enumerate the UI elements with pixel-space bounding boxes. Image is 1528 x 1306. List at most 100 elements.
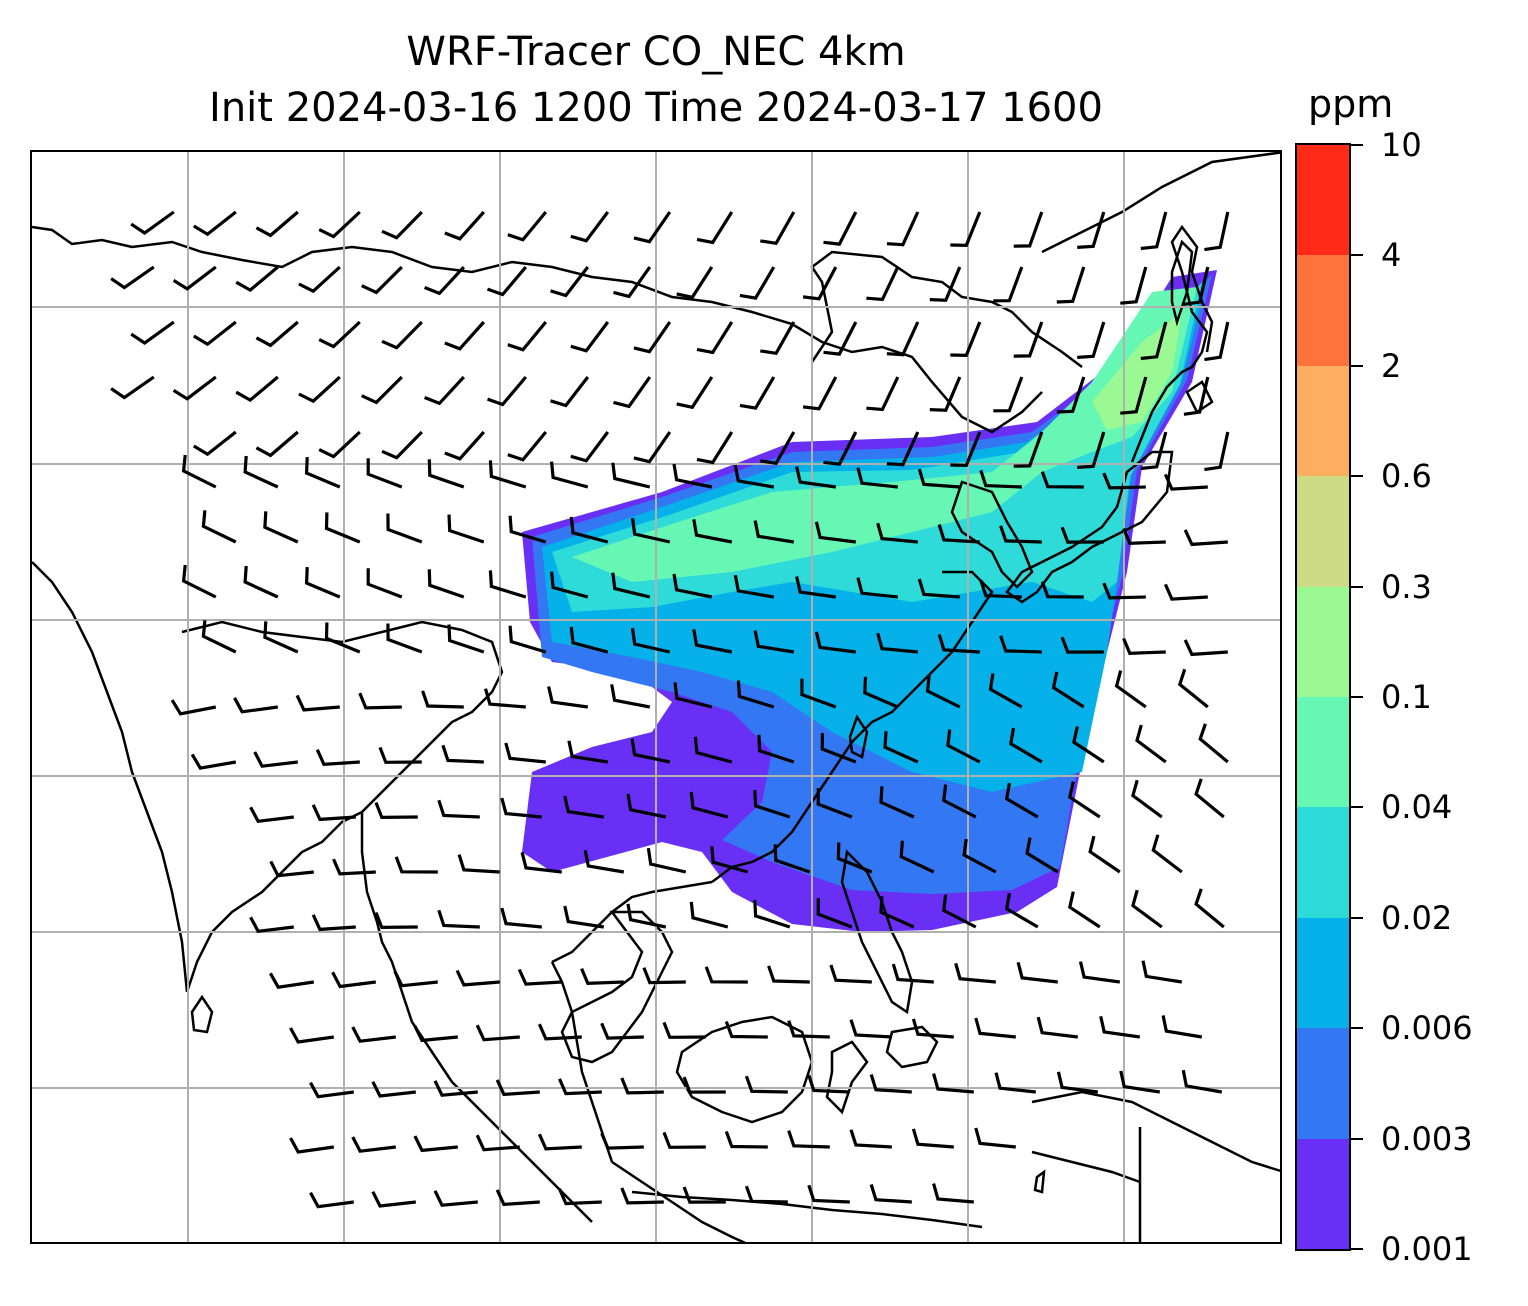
wind-barb (1161, 1015, 1203, 1039)
wind-barb (570, 211, 610, 243)
wind-barb (620, 1077, 664, 1095)
wind-barb (331, 971, 377, 989)
colorbar-band (1297, 1138, 1349, 1249)
wind-barb (424, 265, 465, 296)
wind-barb (1120, 376, 1148, 415)
wind-barb (611, 462, 651, 489)
colorbar-band (1297, 475, 1349, 587)
wind-barb (433, 1190, 478, 1207)
wind-barb (1194, 778, 1225, 819)
wind-barb (942, 784, 977, 819)
wind-barb (724, 1130, 768, 1149)
wind-barb (993, 376, 1024, 413)
wind-barbs (110, 210, 1230, 1209)
wind-barb (550, 376, 590, 408)
wind-barb (767, 965, 810, 984)
wind-barb (942, 894, 977, 929)
wind-barb (371, 1080, 416, 1098)
wind-barb (950, 431, 982, 468)
india-east-coast (185, 810, 363, 993)
colorbar-tick-mark (1351, 475, 1363, 478)
wind-barb (736, 680, 775, 709)
wind-barb (486, 375, 528, 407)
borneo (675, 1015, 814, 1124)
indochina-coast (451, 1081, 593, 1223)
wind-barb (802, 266, 838, 301)
wind-barb (311, 914, 356, 932)
korea-peninsula (950, 480, 1034, 589)
wind-barb (570, 321, 610, 353)
wind-barb (988, 673, 1023, 709)
wind-barb (332, 858, 376, 876)
colorbar-tick-label: 10 (1381, 126, 1422, 164)
wind-barb (569, 626, 609, 654)
wind-barb (181, 454, 217, 489)
wind-barb (507, 430, 548, 462)
wind-barb (733, 574, 775, 599)
colorbar-tick-mark (1351, 696, 1363, 698)
wind-barb (318, 210, 361, 239)
wind-barb (1056, 266, 1086, 304)
wind-barb (937, 524, 980, 544)
wind-barb (1036, 1016, 1078, 1039)
wind-barb (371, 1190, 416, 1208)
wind-barb (1140, 211, 1168, 251)
new-guinea (1031, 1090, 1280, 1173)
colorbar-band (1297, 806, 1349, 918)
wind-barb (563, 905, 605, 929)
map-title: WRF-Tracer CO_NEC 4km (406, 29, 906, 75)
wind-barb (856, 577, 898, 599)
wind-barb (537, 1023, 582, 1041)
wind-barb (243, 565, 279, 599)
malay-peninsula (550, 961, 614, 1163)
wind-barb (447, 624, 485, 654)
wind-barb (298, 375, 341, 404)
wind-barb (381, 320, 423, 350)
wind-barb (520, 852, 562, 874)
wind-barb (600, 1132, 644, 1150)
wind-barb (570, 431, 610, 463)
wind-barb (1163, 473, 1208, 491)
wind-barb (1025, 837, 1059, 874)
wind-barb (583, 849, 625, 874)
colorbar-tick-label: 0.001 (1381, 1230, 1473, 1268)
wind-barb (1151, 834, 1183, 874)
wind-barb (760, 211, 796, 246)
wind-barb (1163, 583, 1208, 601)
wind-barb (1071, 726, 1105, 764)
wind-barb (298, 265, 341, 294)
wind-barb (696, 211, 734, 245)
sulawesi (825, 1040, 869, 1115)
wind-barb (1141, 960, 1183, 984)
wind-barb (999, 525, 1042, 544)
wind-barb (172, 375, 217, 401)
wind-barb (249, 916, 294, 934)
wind-barb (500, 907, 542, 929)
colorbar-band (1297, 1027, 1349, 1139)
wind-barb (1183, 376, 1210, 416)
wind-barb (974, 1127, 1016, 1149)
wind-barb (979, 469, 1022, 489)
colorbar-unit: ppm (1308, 82, 1394, 126)
wind-barb (704, 966, 748, 984)
wind-barb (201, 620, 237, 654)
wind-barb (950, 211, 982, 248)
colorbar-band (1297, 144, 1349, 256)
wind-barb (358, 692, 402, 710)
map-subtitle: Init 2024-03-16 1200 Time 2024-03-17 160… (209, 85, 1103, 131)
wind-barb (849, 1129, 892, 1149)
wind-barb (351, 1026, 396, 1043)
wind-barb (393, 970, 438, 988)
wind-barb (550, 266, 590, 298)
wind-barb (381, 430, 423, 460)
wind-barb (787, 1020, 830, 1039)
south-china-coast (551, 880, 713, 964)
wind-barb (263, 511, 299, 544)
wind-barb (823, 211, 858, 246)
wind-barb (676, 266, 714, 300)
colorbar-tick-mark (1351, 1137, 1363, 1140)
wind-barb (626, 903, 667, 929)
wind-barb (849, 1019, 892, 1039)
wind-barb (883, 731, 919, 764)
wind-barb (739, 376, 776, 410)
